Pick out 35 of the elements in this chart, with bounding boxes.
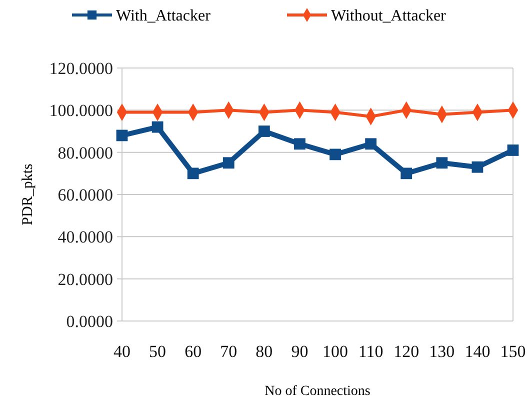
legend-label: Without_Attacker bbox=[331, 8, 447, 25]
point bbox=[507, 144, 519, 156]
point bbox=[436, 157, 448, 169]
legend-label: With_Attacker bbox=[116, 8, 212, 25]
point bbox=[258, 126, 270, 137]
point bbox=[187, 168, 199, 180]
point bbox=[330, 148, 341, 160]
x-tick-label: 90 bbox=[291, 342, 308, 361]
x-tick-label: 60 bbox=[184, 342, 202, 361]
y-tick-label: 40.0000 bbox=[58, 228, 113, 247]
point bbox=[294, 138, 306, 150]
x-axis-title: No of Connections bbox=[264, 384, 370, 399]
x-tick-label: 150 bbox=[500, 342, 526, 361]
x-tick-label: 130 bbox=[429, 342, 455, 361]
y-tick-label: 60.0000 bbox=[58, 185, 113, 204]
y-tick-label: 80.0000 bbox=[58, 143, 113, 162]
y-tick-label: 120.0000 bbox=[49, 58, 113, 78]
x-tick-label: 50 bbox=[149, 342, 166, 361]
point bbox=[365, 138, 377, 150]
point bbox=[152, 121, 164, 133]
x-tick-label: 140 bbox=[464, 342, 490, 361]
point bbox=[116, 130, 128, 142]
y-axis-title: PDR_pkts bbox=[20, 163, 36, 226]
y-tick-label: 20.0000 bbox=[58, 270, 113, 289]
x-tick-label: 110 bbox=[358, 342, 384, 361]
x-tick-label: 80 bbox=[256, 342, 273, 361]
x-tick-label: 100 bbox=[322, 342, 348, 361]
point bbox=[400, 168, 412, 180]
y-tick-label: 100.0000 bbox=[49, 101, 113, 120]
x-tick-label: 120 bbox=[394, 342, 420, 361]
y-tick-label: 0.0000 bbox=[66, 312, 113, 331]
x-tick-label: 40 bbox=[114, 342, 130, 361]
x-tick-label: 70 bbox=[220, 342, 238, 361]
point bbox=[472, 161, 484, 173]
point bbox=[222, 157, 234, 169]
